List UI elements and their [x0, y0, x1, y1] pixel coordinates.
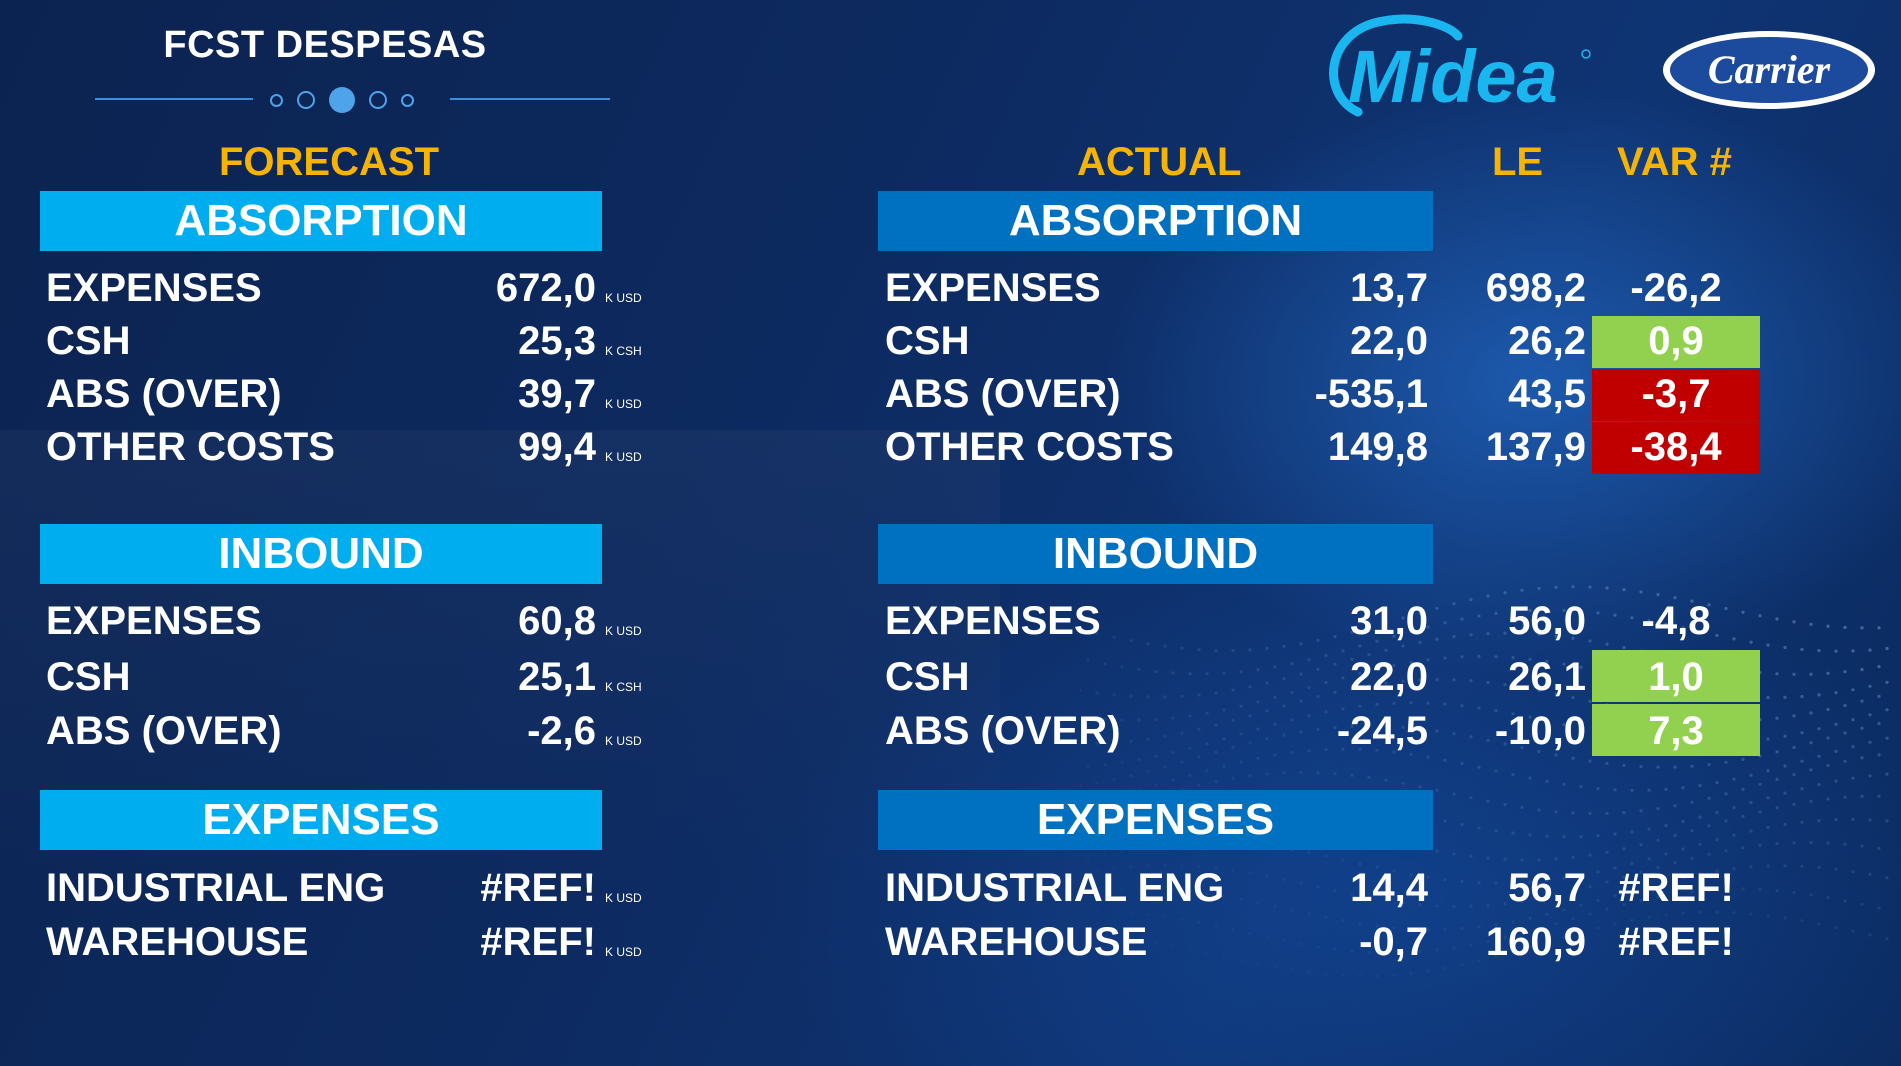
actual-row-label: ABS (OVER)	[885, 709, 1121, 753]
le-value: 56,0	[1508, 599, 1586, 643]
actual-value: 22,0	[1350, 655, 1428, 699]
forecast-row-unit: K USD	[605, 450, 642, 464]
forecast-row-unit: K USD	[605, 945, 642, 959]
forecast-expenses-band: EXPENSES	[40, 790, 602, 850]
le-value: 43,5	[1508, 372, 1586, 416]
forecast-row-unit: K USD	[605, 291, 642, 305]
actual-value: 14,4	[1350, 866, 1428, 910]
forecast-row-unit: K CSH	[605, 344, 642, 358]
le-value: 26,2	[1508, 319, 1586, 363]
page-dot[interactable]	[297, 91, 315, 109]
midea-logo: Midea	[1329, 14, 1591, 118]
forecast-absorption-band: ABSORPTION	[40, 191, 602, 251]
forecast-header: FORECAST	[219, 140, 439, 184]
le-value: 56,7	[1508, 866, 1586, 910]
page-dot[interactable]	[270, 93, 283, 107]
page-dot[interactable]	[401, 93, 414, 107]
title-divider-left	[95, 98, 253, 100]
le-value: 137,9	[1485, 425, 1586, 469]
title-divider-right	[450, 98, 610, 100]
actual-absorption-band: ABSORPTION	[878, 191, 1433, 251]
forecast-row-label: EXPENSES	[46, 599, 262, 643]
le-value: -10,0	[1494, 709, 1586, 753]
var-value: 7,3	[1648, 709, 1704, 753]
var-value: #REF!	[1618, 920, 1734, 964]
var-value: -3,7	[1641, 372, 1711, 416]
actual-row-label: OTHER COSTS	[885, 425, 1174, 469]
forecast-row-value: #REF!	[480, 920, 596, 964]
forecast-row-value: 60,8	[518, 599, 596, 643]
page-indicator	[270, 85, 414, 115]
carrier-logo-text: Carrier	[1708, 47, 1831, 92]
forecast-row-value: #REF!	[480, 866, 596, 910]
actual-value: 22,0	[1350, 319, 1428, 363]
forecast-row-label: WAREHOUSE	[46, 920, 309, 964]
var-cell-good	[1592, 316, 1760, 368]
actual-row-label: EXPENSES	[885, 266, 1101, 310]
var-value: 0,9	[1648, 319, 1704, 363]
var-cell-bad	[1592, 422, 1760, 474]
var-cell-bad	[1592, 369, 1760, 421]
forecast-row-value: 672,0	[495, 266, 596, 310]
var-value: -38,4	[1630, 425, 1722, 469]
forecast-row-value: -2,6	[527, 709, 596, 753]
forecast-row-value: 25,3	[518, 319, 596, 363]
forecast-row-label: EXPENSES	[46, 266, 262, 310]
var-value: -26,2	[1630, 266, 1722, 310]
page-dot-active[interactable]	[329, 87, 355, 113]
var-value: 1,0	[1648, 655, 1704, 699]
actual-value: -535,1	[1314, 372, 1428, 416]
forecast-row-unit: K USD	[605, 397, 642, 411]
forecast-row-unit: K USD	[605, 734, 642, 748]
actual-value: 31,0	[1350, 599, 1428, 643]
actual-value: -0,7	[1359, 920, 1428, 964]
actual-expenses-band: EXPENSES	[878, 790, 1433, 850]
var-value: -4,8	[1641, 599, 1711, 643]
carrier-logo: Carrier	[1663, 31, 1875, 109]
page-title: FCST DESPESAS	[163, 24, 487, 66]
forecast-row-value: 99,4	[518, 425, 596, 469]
actual-row-label: CSH	[885, 319, 970, 363]
actual-row-label: CSH	[885, 655, 970, 699]
le-value: 160,9	[1485, 920, 1586, 964]
actual-header: ACTUAL	[1077, 140, 1242, 184]
forecast-row-label: CSH	[46, 319, 131, 363]
actual-row-label: WAREHOUSE	[885, 920, 1148, 964]
forecast-row-unit: K USD	[605, 891, 642, 905]
forecast-row-value: 39,7	[518, 372, 596, 416]
forecast-row-unit: K USD	[605, 624, 642, 638]
actual-inbound-band: INBOUND	[878, 524, 1433, 584]
le-value: 26,1	[1508, 655, 1586, 699]
forecast-inbound-band: INBOUND	[40, 524, 602, 584]
var-header: VAR #	[1617, 140, 1732, 184]
page-dot[interactable]	[369, 91, 387, 109]
le-header: LE	[1492, 140, 1544, 184]
var-cell-good	[1592, 704, 1760, 756]
forecast-row-label: CSH	[46, 655, 131, 699]
forecast-row-label: INDUSTRIAL ENG	[46, 866, 386, 910]
forecast-row-value: 25,1	[518, 655, 596, 699]
actual-value: 13,7	[1350, 266, 1428, 310]
forecast-row-label: OTHER COSTS	[46, 425, 335, 469]
var-cell-good	[1592, 650, 1760, 702]
actual-row-label: EXPENSES	[885, 599, 1101, 643]
actual-row-label: INDUSTRIAL ENG	[885, 866, 1225, 910]
forecast-row-label: ABS (OVER)	[46, 372, 282, 416]
actual-value: 149,8	[1327, 425, 1428, 469]
forecast-row-unit: K CSH	[605, 680, 642, 694]
actual-row-label: ABS (OVER)	[885, 372, 1121, 416]
le-value: 698,2	[1485, 266, 1586, 310]
midea-logo-text: Midea	[1348, 35, 1558, 118]
var-value: #REF!	[1618, 866, 1734, 910]
forecast-row-label: ABS (OVER)	[46, 709, 282, 753]
actual-value: -24,5	[1336, 709, 1428, 753]
